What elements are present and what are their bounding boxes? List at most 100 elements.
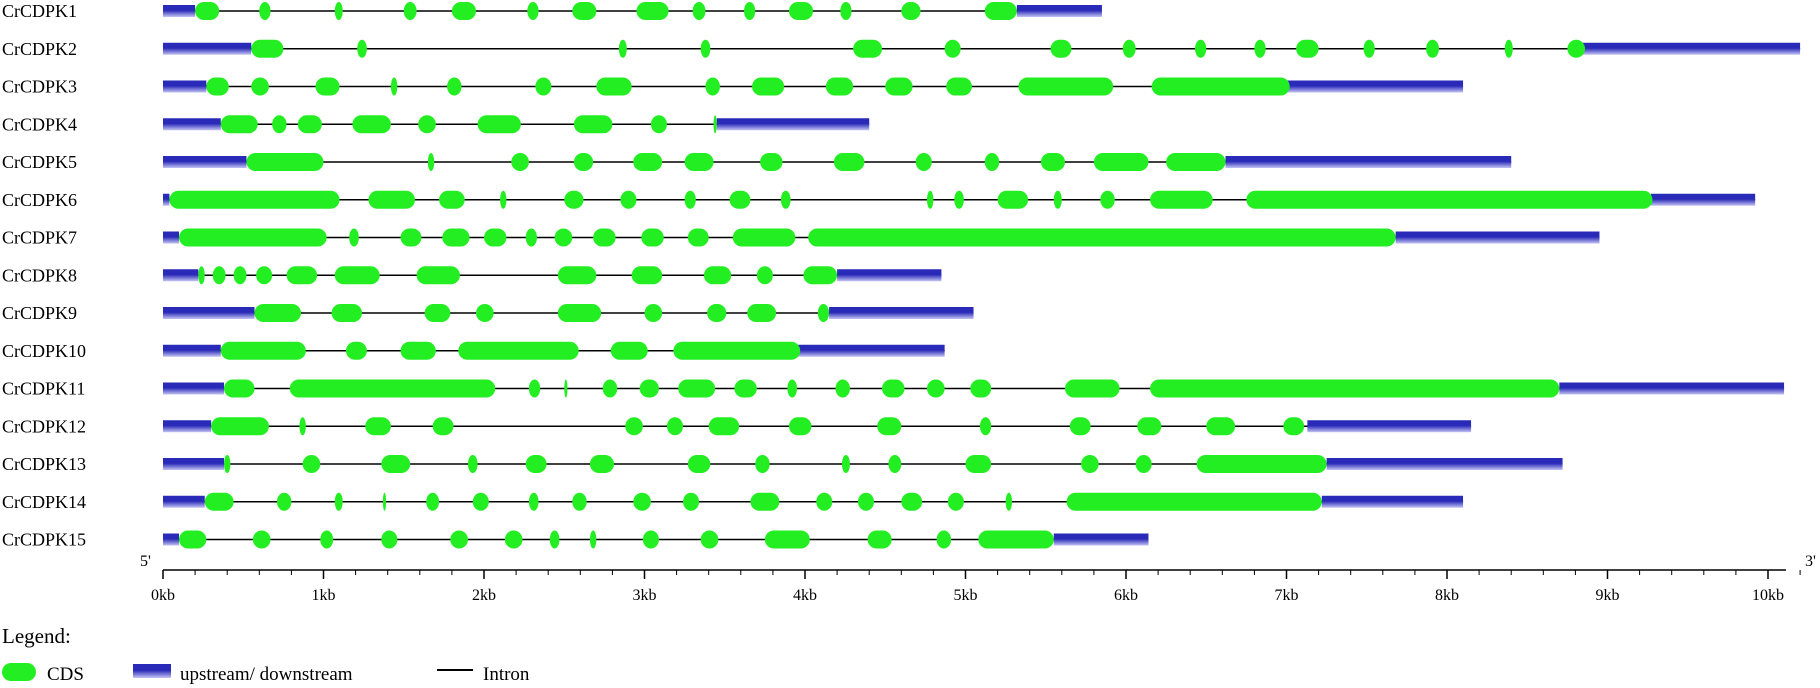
cds-exon [246, 153, 324, 171]
upstream-utr [163, 420, 212, 433]
cds-exon [289, 379, 496, 398]
cds-exon [528, 492, 539, 511]
cds-exon [458, 341, 579, 360]
downstream-utr [1225, 156, 1512, 168]
cds-exon [299, 417, 306, 436]
cds-exon [978, 530, 1054, 549]
cds-exon [705, 77, 720, 96]
cds-exon [926, 190, 934, 209]
cds-exon [450, 530, 468, 549]
cds-exon [979, 417, 992, 436]
gene-label: CrCDPK14 [2, 492, 86, 512]
cds-exon [1065, 379, 1120, 398]
gene-row-crcdpk12: CrCDPK12 [2, 416, 1472, 436]
cds-exon [315, 77, 340, 96]
cds-exon [885, 77, 913, 96]
cds-exon [256, 266, 273, 285]
cds-exon [946, 77, 972, 96]
cds-exon [525, 455, 547, 473]
cds-exon [179, 228, 327, 247]
axis-tick-label: 8kb [1435, 587, 1459, 604]
gene-label: CrCDPK7 [2, 228, 77, 248]
upstream-utr [163, 382, 224, 395]
cds-exon [593, 228, 616, 247]
cds-exon [926, 379, 945, 398]
downstream-utr [1578, 42, 1801, 55]
cds-exon [390, 77, 398, 96]
cds-exon [1150, 190, 1213, 209]
cds-exon [641, 228, 664, 247]
cds-exon [683, 492, 700, 511]
cds-exon [1050, 39, 1072, 58]
cds-exon [984, 2, 1017, 20]
cds-exon [477, 115, 521, 134]
cds-exon [302, 455, 321, 473]
axis-tick-label: 4kb [793, 587, 817, 604]
downstream-utr [1650, 193, 1756, 206]
cds-exon [400, 341, 436, 360]
cds-exon [472, 492, 489, 511]
cds-exon [788, 2, 814, 20]
cds-exon [620, 190, 637, 209]
cds-exon [936, 530, 952, 549]
cds-exon [618, 39, 627, 58]
cds-exon [684, 153, 714, 171]
axis-tick-label: 2kb [472, 587, 496, 604]
cds-exon [557, 304, 602, 322]
cds-exon [1018, 77, 1114, 96]
cds-exon [484, 228, 507, 247]
cds-exon [357, 39, 367, 58]
gene-row-crcdpk11: CrCDPK11 [2, 379, 1785, 399]
cds-exon [331, 304, 363, 322]
gene-row-crcdpk1: CrCDPK1 [2, 1, 1102, 21]
cds-exon [840, 2, 852, 20]
cds-exon [825, 77, 854, 96]
upstream-utr [163, 5, 196, 17]
cds-exon [970, 379, 992, 398]
cds-exon [1504, 39, 1513, 58]
gene-row-crcdpk3: CrCDPK3 [2, 77, 1464, 97]
downstream-utr [1321, 495, 1464, 508]
cds-exon [625, 417, 643, 436]
downstream-utr [829, 307, 974, 319]
gene-label: CrCDPK9 [2, 303, 77, 323]
cds-exon [596, 77, 632, 96]
legend-title: Legend: [2, 624, 71, 648]
upstream-utr [163, 42, 252, 55]
gene-row-crcdpk5: CrCDPK5 [2, 152, 1512, 172]
upstream-utr [163, 231, 180, 244]
upstream-utr [163, 495, 205, 508]
cds-exon [1040, 153, 1066, 171]
cds-exon [220, 115, 258, 134]
cds-exon [644, 304, 663, 322]
axis-tick-label: 6kb [1114, 587, 1138, 604]
cds-exon [233, 266, 247, 285]
gene-label: CrCDPK1 [2, 1, 77, 21]
cds-exon [589, 455, 615, 473]
cds-exon [1069, 417, 1091, 436]
cds-exon [206, 77, 229, 96]
cds-exon [352, 115, 391, 134]
cds-exon [984, 153, 1000, 171]
cds-exon [650, 115, 667, 134]
cds-exon [703, 266, 732, 285]
cds-exon [403, 2, 417, 20]
upstream-utr [163, 533, 180, 546]
cds-exon [467, 455, 478, 473]
gene-label: CrCDPK5 [2, 152, 77, 172]
cds-exon [1254, 39, 1266, 58]
cds-exon [633, 492, 651, 511]
cds-exon [1100, 190, 1115, 209]
gene-row-crcdpk15: CrCDPK15 [2, 530, 1149, 550]
gene-rows: CrCDPK1 CrCDPK2 CrCDPK3 CrCDPK4 CrCDPK5 CrCDP… [2, 1, 1801, 550]
cds-exon [223, 455, 231, 473]
gene-row-crcdpk13: CrCDPK13 [2, 454, 1563, 474]
axis-tick-label: 5kb [954, 587, 978, 604]
cds-exon [729, 190, 751, 209]
cds-exon [564, 379, 568, 398]
cds-exon [944, 39, 961, 58]
cds-exon [368, 190, 415, 209]
gene-label: CrCDPK8 [2, 265, 77, 285]
upstream-utr [163, 344, 221, 357]
